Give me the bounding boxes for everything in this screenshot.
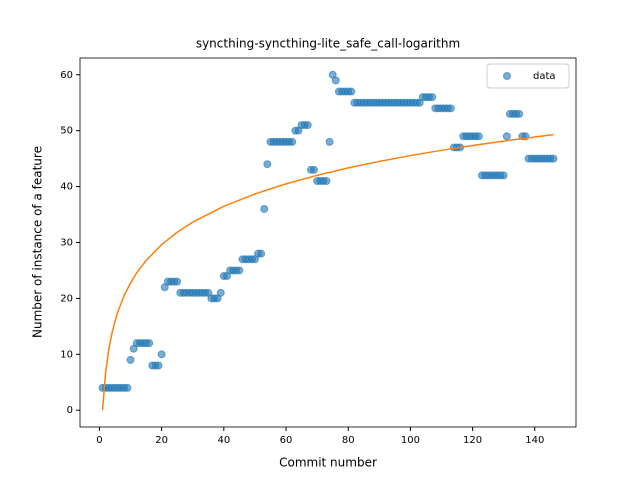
x-tick-label: 140 — [525, 435, 544, 446]
data-point — [154, 361, 163, 370]
data-point — [515, 109, 524, 118]
data-point — [173, 277, 182, 286]
data-point — [216, 288, 225, 297]
data-point — [257, 249, 266, 258]
data-point — [347, 87, 356, 96]
y-tick-label: 50 — [60, 126, 73, 137]
data-point — [157, 350, 166, 359]
data-point — [263, 160, 272, 169]
data-point — [310, 165, 319, 174]
legend-label: data — [533, 71, 556, 82]
legend-marker — [503, 72, 511, 80]
data-point — [288, 137, 297, 146]
data-point — [260, 204, 269, 213]
data-point — [325, 137, 334, 146]
x-axis-label: Commit number — [279, 456, 377, 470]
y-tick-label: 60 — [60, 70, 73, 81]
chart-title: syncthing-syncthing-lite_safe_call-logar… — [196, 37, 460, 51]
data-point — [126, 355, 135, 364]
x-tick-label: 20 — [155, 435, 168, 446]
x-tick-label: 40 — [217, 435, 230, 446]
data-point — [322, 177, 331, 185]
legend-box — [486, 63, 570, 89]
x-tick-label: 120 — [463, 435, 482, 446]
y-tick-label: 0 — [67, 405, 73, 416]
data-point — [474, 132, 483, 141]
y-tick-label: 30 — [60, 238, 73, 249]
y-tick-label: 40 — [60, 182, 73, 193]
y-tick-label: 20 — [60, 293, 73, 304]
data-point — [235, 266, 244, 275]
y-tick-label: 10 — [60, 349, 73, 360]
x-tick-label: 0 — [96, 435, 102, 446]
data-point — [499, 171, 508, 180]
x-tick-label: 60 — [280, 435, 293, 446]
data-point — [145, 339, 154, 348]
data-point — [331, 76, 340, 85]
data-point — [549, 154, 558, 163]
data-point — [303, 121, 312, 130]
x-tick-label: 80 — [342, 435, 355, 446]
x-tick-label: 100 — [401, 435, 420, 446]
y-axis-label: Number of instance of a feature — [31, 146, 45, 338]
data-point — [428, 93, 437, 102]
plot-frame — [79, 57, 577, 428]
fit-line — [101, 133, 554, 411]
data-point — [123, 383, 132, 392]
data-point — [502, 132, 511, 141]
data-point — [446, 104, 455, 113]
